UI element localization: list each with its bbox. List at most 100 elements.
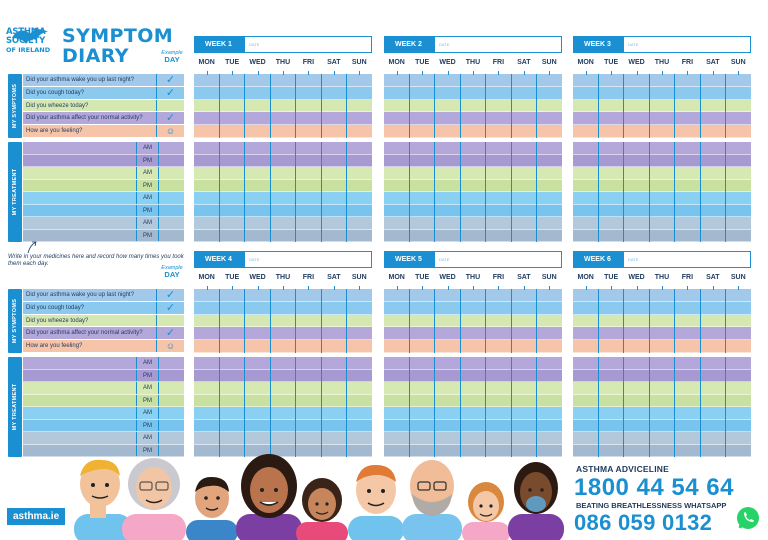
symptom-grid[interactable]: [384, 286, 562, 353]
treatment-row[interactable]: AM: [23, 407, 184, 420]
symptom-grid-row[interactable]: [573, 340, 751, 353]
treatment-grid-row[interactable]: [573, 142, 751, 155]
symptom-grid-row[interactable]: [384, 301, 562, 315]
treatment-grid-row[interactable]: [573, 444, 751, 457]
treatment-row[interactable]: AM: [23, 167, 184, 180]
treatment-grid-row[interactable]: [573, 419, 751, 432]
week-date-field[interactable]: DATE: [249, 257, 260, 262]
medicine-cell[interactable]: [23, 432, 137, 444]
symptom-grid-row[interactable]: [194, 314, 372, 328]
treatment-grid-row[interactable]: [194, 382, 372, 395]
treatment-grid-row[interactable]: [573, 192, 751, 205]
treatment-grid-row[interactable]: [384, 444, 562, 457]
symptom-grid-row[interactable]: [384, 289, 562, 302]
treatment-row[interactable]: AM: [23, 217, 184, 230]
treatment-grid-row[interactable]: [573, 154, 751, 167]
symptom-grid-row[interactable]: [573, 86, 751, 100]
symptom-grid-row[interactable]: [573, 289, 751, 302]
treatment-grid-row[interactable]: [194, 167, 372, 180]
symptom-grid[interactable]: [194, 71, 372, 138]
treatment-grid-row[interactable]: [384, 154, 562, 167]
symptom-grid-row[interactable]: [573, 327, 751, 341]
symptom-grid-row[interactable]: [194, 289, 372, 302]
treatment-grid-row[interactable]: [194, 217, 372, 230]
treatment-grid-row[interactable]: [194, 142, 372, 155]
treatment-row[interactable]: PM: [23, 179, 184, 192]
treatment-grid[interactable]: [194, 357, 372, 457]
treatment-grid-row[interactable]: [194, 432, 372, 445]
symptom-grid-row[interactable]: [573, 74, 751, 87]
symptom-grid-row[interactable]: [194, 99, 372, 113]
treatment-grid-row[interactable]: [384, 382, 562, 395]
treatment-row[interactable]: PM: [23, 369, 184, 382]
symptom-grid-row[interactable]: [384, 314, 562, 328]
symptom-grid-row[interactable]: [194, 112, 372, 126]
medicine-cell[interactable]: [23, 204, 137, 216]
week-date-field[interactable]: DATE: [439, 42, 450, 47]
symptom-grid-row[interactable]: [194, 301, 372, 315]
symptom-grid[interactable]: [573, 71, 751, 138]
treatment-grid[interactable]: [194, 142, 372, 242]
week-date-field[interactable]: DATE: [439, 257, 450, 262]
medicine-cell[interactable]: [23, 407, 137, 419]
treatment-grid-row[interactable]: [194, 419, 372, 432]
medicine-cell[interactable]: [23, 394, 137, 406]
treatment-grid-row[interactable]: [194, 179, 372, 192]
treatment-grid-row[interactable]: [194, 204, 372, 217]
treatment-grid-row[interactable]: [384, 142, 562, 155]
symptom-grid-row[interactable]: [384, 99, 562, 113]
symptom-grid-row[interactable]: [384, 74, 562, 87]
treatment-grid-row[interactable]: [194, 154, 372, 167]
treatment-grid-row[interactable]: [384, 407, 562, 420]
medicine-cell[interactable]: [23, 229, 137, 241]
treatment-grid-row[interactable]: [384, 432, 562, 445]
treatment-grid-row[interactable]: [194, 369, 372, 382]
treatment-grid-row[interactable]: [194, 444, 372, 457]
treatment-grid-row[interactable]: [384, 167, 562, 180]
treatment-grid-row[interactable]: [384, 179, 562, 192]
website-link[interactable]: asthma.ie: [7, 508, 66, 525]
treatment-row[interactable]: AM: [23, 382, 184, 395]
treatment-grid-row[interactable]: [573, 167, 751, 180]
symptom-grid-row[interactable]: [573, 112, 751, 126]
symptom-grid-row[interactable]: [384, 125, 562, 138]
symptom-grid-row[interactable]: [573, 125, 751, 138]
medicine-cell[interactable]: [23, 419, 137, 431]
treatment-grid-row[interactable]: [384, 192, 562, 205]
symptom-grid-row[interactable]: [194, 327, 372, 341]
medicine-cell[interactable]: [23, 154, 137, 166]
treatment-grid-row[interactable]: [573, 382, 751, 395]
symptom-grid-row[interactable]: [194, 340, 372, 353]
treatment-grid-row[interactable]: [194, 229, 372, 242]
treatment-row[interactable]: PM: [23, 444, 184, 457]
symptom-grid[interactable]: [384, 71, 562, 138]
whatsapp-icon[interactable]: [735, 505, 761, 531]
treatment-row[interactable]: AM: [23, 357, 184, 370]
treatment-grid-row[interactable]: [573, 394, 751, 407]
treatment-grid-row[interactable]: [573, 369, 751, 382]
symptom-grid-row[interactable]: [384, 340, 562, 353]
treatment-grid[interactable]: [384, 357, 562, 457]
treatment-grid-row[interactable]: [194, 394, 372, 407]
treatment-grid-row[interactable]: [384, 419, 562, 432]
treatment-grid-row[interactable]: [573, 179, 751, 192]
adviceline-phone[interactable]: 1800 44 54 64: [574, 474, 734, 501]
treatment-grid-row[interactable]: [384, 369, 562, 382]
treatment-grid[interactable]: [384, 142, 562, 242]
symptom-grid[interactable]: [194, 286, 372, 353]
symptom-grid-row[interactable]: [573, 99, 751, 113]
symptom-grid-row[interactable]: [194, 74, 372, 87]
symptom-grid-row[interactable]: [573, 314, 751, 328]
symptom-grid-row[interactable]: [384, 327, 562, 341]
treatment-row[interactable]: AM: [23, 432, 184, 445]
treatment-grid-row[interactable]: [384, 357, 562, 370]
medicine-cell[interactable]: [23, 382, 137, 394]
treatment-grid-row[interactable]: [384, 204, 562, 217]
medicine-cell[interactable]: [23, 142, 137, 154]
symptom-grid-row[interactable]: [573, 301, 751, 315]
treatment-grid[interactable]: [573, 357, 751, 457]
treatment-row[interactable]: PM: [23, 229, 184, 242]
medicine-cell[interactable]: [23, 444, 137, 456]
treatment-row[interactable]: PM: [23, 394, 184, 407]
treatment-row[interactable]: PM: [23, 204, 184, 217]
